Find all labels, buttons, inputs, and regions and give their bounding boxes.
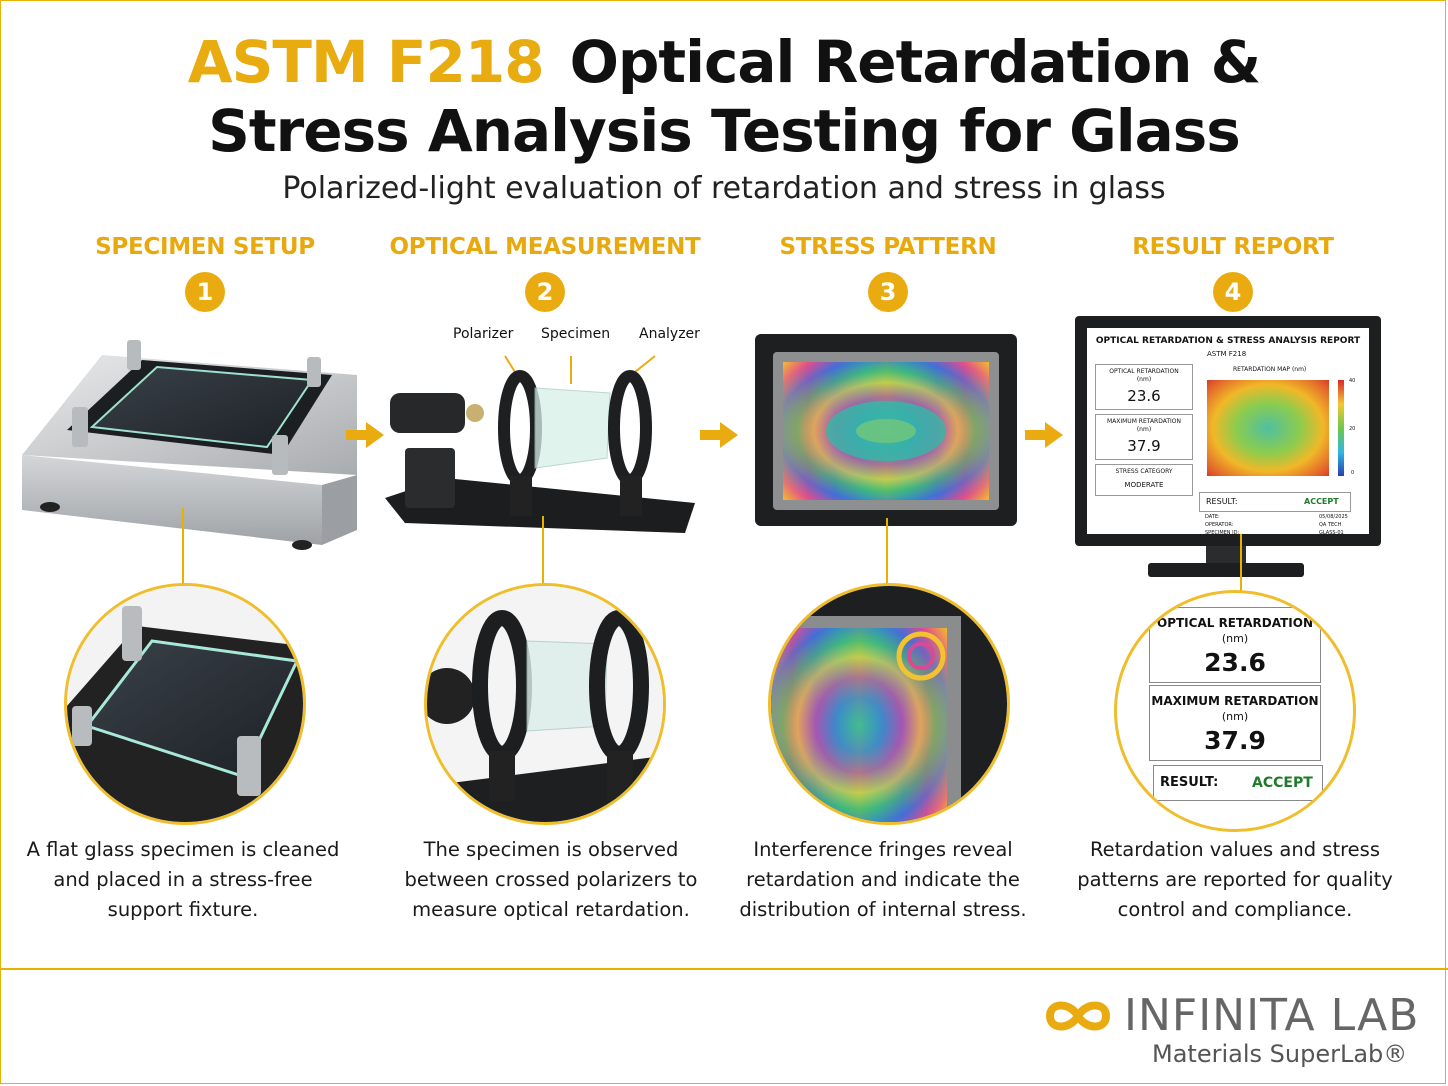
monitor-neck: [1206, 546, 1246, 564]
zoom-optical-label: OPTICAL RETARDATION: [1157, 616, 1313, 630]
page-title-line-2: Stress Analysis Testing for Glass: [208, 97, 1241, 165]
step-1-description: A flat glass specimen is cleaned and pla…: [26, 838, 340, 921]
report-max-label: MAXIMUM RETARDATION: [1106, 418, 1182, 425]
report-map-label: RETARDATION MAP (nm): [1233, 366, 1307, 373]
step-1-heading: SPECIMEN SETUP: [95, 234, 315, 260]
optical-bench-illustration: [385, 355, 695, 533]
zoom-fixture-illustration: [67, 586, 303, 822]
zoom-max-value: 37.9: [1204, 726, 1266, 755]
step-1-badge: 1: [185, 272, 225, 312]
report-specimen-label: SPECIMEN ID:: [1205, 530, 1240, 536]
step-3-description: Interference fringes reveal retardation …: [739, 838, 1027, 921]
report-stress-box: STRESS CATEGORY MODERATE: [1095, 464, 1193, 496]
standard-code: ASTM F218: [187, 28, 545, 96]
report-title: OPTICAL RETARDATION & STRESS ANALYSIS RE…: [1095, 336, 1361, 346]
step-2-description: The specimen is observed between crossed…: [404, 838, 698, 921]
infinity-logo-icon: [1045, 1001, 1111, 1031]
zoom-result-value: ACCEPT: [1252, 775, 1313, 791]
zoom-fringes-illustration: [771, 586, 1007, 822]
zoom-max-box: MAXIMUM RETARDATION (nm) 37.9: [1149, 685, 1321, 761]
step-3-heading: STRESS PATTERN: [779, 234, 997, 260]
zoom-circle-fringes: [768, 583, 1010, 825]
report-max-unit: (nm): [1136, 426, 1152, 433]
report-monitor: OPTICAL RETARDATION & STRESS ANALYSIS RE…: [1075, 316, 1381, 546]
specimen-label: Specimen: [541, 326, 611, 342]
analyzer-label: Analyzer: [639, 326, 700, 342]
report-scale-max: 40: [1349, 378, 1356, 384]
flow-arrow-3: [1025, 422, 1063, 448]
report-max-box: MAXIMUM RETARDATION (nm) 37.9: [1095, 414, 1193, 460]
stress-pattern-display: [755, 334, 1017, 526]
zoom-optical-box: OPTICAL RETARDATION (nm) 23.6: [1149, 607, 1321, 683]
zoom-result-label: RESULT:: [1160, 775, 1219, 790]
report-result-value: ACCEPT: [1304, 497, 1339, 506]
zoom-result-box: RESULT: ACCEPT: [1153, 765, 1323, 801]
specimen-fixture-illustration: [22, 340, 357, 550]
report-operator-value: QA TECH: [1319, 522, 1342, 528]
report-optical-unit: (nm): [1136, 376, 1152, 383]
connector-1: [182, 508, 184, 586]
report-scale-min: 0: [1351, 470, 1355, 476]
footer-divider: [0, 968, 1448, 970]
connector-4: [1240, 534, 1242, 594]
flow-arrow-2: [700, 422, 738, 448]
report-date-label: DATE:: [1205, 514, 1220, 520]
step-2-badge: 2: [525, 272, 565, 312]
page-subtitle: Polarized-light evaluation of retardatio…: [282, 171, 1166, 206]
report-date-value: 05/08/2025: [1319, 514, 1348, 520]
zoom-optical-unit: (nm): [1221, 632, 1249, 645]
report-result-label: RESULT:: [1206, 497, 1238, 506]
connector-3: [886, 518, 888, 588]
connector-2: [542, 516, 544, 586]
page-title-line-1: ASTM F218 Optical Retardation &: [0, 30, 1448, 94]
step-4-description: Retardation values and stress patterns a…: [1077, 838, 1393, 921]
step-2-heading: OPTICAL MEASUREMENT: [389, 234, 701, 260]
report-stress-label: STRESS CATEGORY: [1115, 468, 1173, 475]
zoom-max-unit: (nm): [1221, 710, 1249, 723]
zoom-circle-optics: [424, 583, 666, 825]
report-specimen-value: GLASS-01: [1319, 530, 1344, 536]
monitor-base: [1148, 563, 1304, 577]
zoom-circle-report: OPTICAL RETARDATION (nm) 23.6 MAXIMUM RE…: [1114, 590, 1356, 832]
company-logo-name: INFINITA LAB: [1124, 990, 1420, 1041]
report-retardation-map: [1207, 380, 1344, 476]
title-text-1: Optical Retardation &: [569, 28, 1262, 96]
report-scale-mid: 20: [1349, 426, 1356, 432]
report-result-box: RESULT: ACCEPT: [1199, 492, 1351, 512]
flow-arrow-1: [346, 422, 384, 448]
report-optical-label: OPTICAL RETARDATION: [1109, 368, 1179, 375]
step-4-badge: 4: [1213, 272, 1253, 312]
report-optical-box: OPTICAL RETARDATION (nm) 23.6: [1095, 364, 1193, 410]
report-screen: OPTICAL RETARDATION & STRESS ANALYSIS RE…: [1087, 328, 1369, 536]
zoom-max-label: MAXIMUM RETARDATION: [1151, 694, 1319, 708]
zoom-optics-illustration: [427, 586, 663, 822]
report-standard: ASTM F218: [1207, 350, 1247, 358]
step-3-badge: 3: [868, 272, 908, 312]
zoom-circle-fixture: [64, 583, 306, 825]
polarizer-label: Polarizer: [453, 326, 514, 342]
zoom-optical-value: 23.6: [1204, 648, 1266, 677]
report-operator-label: OPERATOR:: [1205, 522, 1234, 528]
report-optical-value: 23.6: [1127, 387, 1161, 405]
step-4-heading: RESULT REPORT: [1132, 234, 1334, 260]
report-max-value: 37.9: [1127, 437, 1161, 455]
report-stress-value: MODERATE: [1124, 481, 1164, 489]
company-tagline: Materials SuperLab®: [1152, 1040, 1408, 1068]
